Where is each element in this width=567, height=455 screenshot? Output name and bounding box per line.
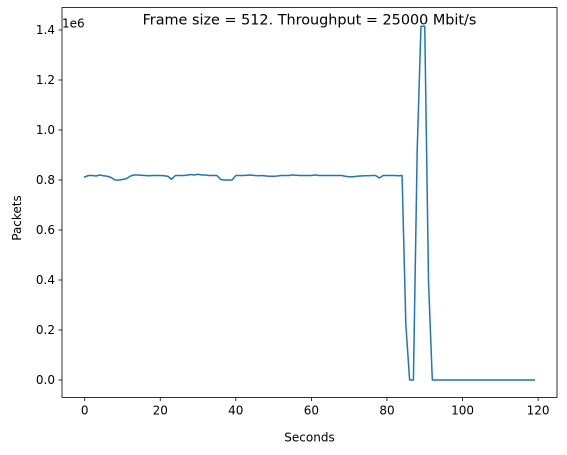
y-offset-label: 1e6 xyxy=(62,17,85,31)
chart-title: Frame size = 512. Throughput = 25000 Mbi… xyxy=(143,13,477,29)
y-axis-ticks: 0.0 0.2 0.4 0.6 0.8 1.0 1.2 1.4 xyxy=(36,23,62,387)
x-tick-label: 120 xyxy=(527,404,550,418)
x-tick-label: 60 xyxy=(304,404,319,418)
y-tick-label: 1.0 xyxy=(36,123,55,137)
series-layer xyxy=(83,25,536,381)
x-tick-label: 80 xyxy=(379,404,394,418)
x-tick-label: 40 xyxy=(228,404,243,418)
x-tick-label: 0 xyxy=(81,404,89,418)
y-tick-label: 1.2 xyxy=(36,73,55,87)
y-tick-label: 0.8 xyxy=(36,173,55,187)
plot-area xyxy=(61,7,558,398)
y-tick-label: 0.4 xyxy=(36,273,55,287)
x-axis-label: Seconds xyxy=(284,431,334,445)
y-tick-label: 0.6 xyxy=(36,223,55,237)
x-tick-label: 100 xyxy=(451,404,474,418)
plot-frame xyxy=(61,7,558,398)
y-tick-label: 1.4 xyxy=(36,23,55,37)
y-axis-label: Packets xyxy=(10,195,24,241)
x-tick-label: 20 xyxy=(153,404,168,418)
series-line xyxy=(83,25,536,381)
y-tick-label: 0.2 xyxy=(36,323,55,337)
y-tick-label: 0.0 xyxy=(36,373,55,387)
x-axis-ticks: 0 20 40 60 80 100 120 xyxy=(81,397,550,418)
